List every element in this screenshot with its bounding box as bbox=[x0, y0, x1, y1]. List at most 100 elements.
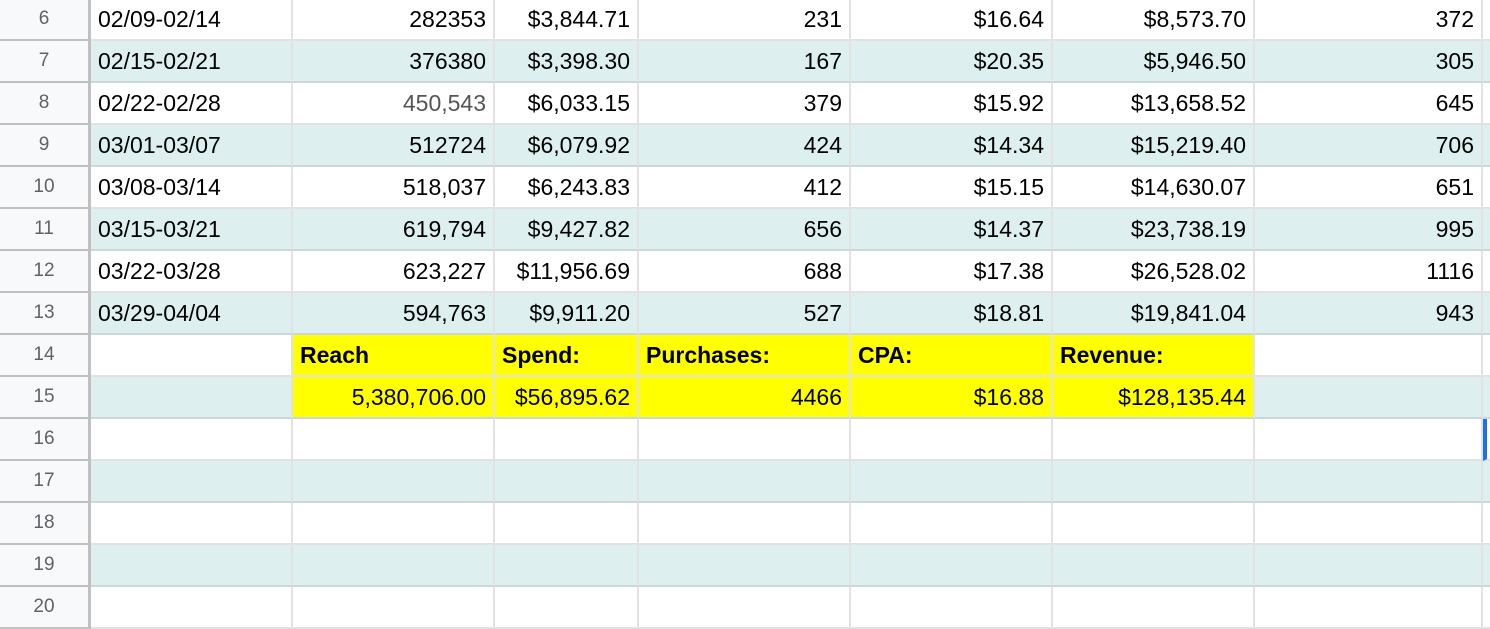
cell[interactable]: 594,763 bbox=[293, 293, 495, 335]
cell[interactable]: $26,528.02 bbox=[1053, 251, 1255, 293]
cell[interactable] bbox=[91, 587, 293, 629]
cell[interactable]: $15,219.40 bbox=[1053, 125, 1255, 167]
cell[interactable] bbox=[1255, 587, 1483, 629]
cell[interactable]: 623,227 bbox=[293, 251, 495, 293]
cell[interactable]: $3,398.30 bbox=[495, 41, 639, 83]
cell[interactable]: Reach bbox=[293, 335, 495, 377]
cell[interactable]: 167 bbox=[639, 41, 851, 83]
cell[interactable]: 943 bbox=[1255, 293, 1483, 335]
row-header[interactable]: 9 bbox=[0, 125, 91, 167]
cell[interactable]: 379 bbox=[639, 83, 851, 125]
cell[interactable]: 424 bbox=[639, 125, 851, 167]
cell[interactable] bbox=[1483, 293, 1490, 335]
cell[interactable]: $23,738.19 bbox=[1053, 209, 1255, 251]
cell[interactable] bbox=[1483, 83, 1490, 125]
cell[interactable]: Purchases: bbox=[639, 335, 851, 377]
row-header[interactable]: 10 bbox=[0, 167, 91, 209]
row-header[interactable]: 20 bbox=[0, 587, 91, 629]
cell[interactable]: 03/22-03/28 bbox=[91, 251, 293, 293]
cell[interactable]: $6,079.92 bbox=[495, 125, 639, 167]
cell[interactable]: $14,630.07 bbox=[1053, 167, 1255, 209]
cell[interactable] bbox=[1483, 125, 1490, 167]
cell[interactable]: Revenue: bbox=[1053, 335, 1255, 377]
cell[interactable]: $18.81 bbox=[851, 293, 1053, 335]
cell[interactable]: $16.64 bbox=[851, 0, 1053, 41]
cell[interactable] bbox=[1053, 461, 1255, 503]
cell[interactable]: $20.35 bbox=[851, 41, 1053, 83]
cell[interactable]: $19,841.04 bbox=[1053, 293, 1255, 335]
cell[interactable] bbox=[639, 503, 851, 545]
cell[interactable] bbox=[495, 461, 639, 503]
cell[interactable]: 527 bbox=[639, 293, 851, 335]
cell[interactable]: 412 bbox=[639, 167, 851, 209]
row-header[interactable]: 8 bbox=[0, 83, 91, 125]
cell[interactable] bbox=[1483, 587, 1490, 629]
cell[interactable] bbox=[851, 545, 1053, 587]
cell[interactable] bbox=[1255, 503, 1483, 545]
cell[interactable] bbox=[639, 419, 851, 461]
cell[interactable] bbox=[293, 461, 495, 503]
cell[interactable]: $9,911.20 bbox=[495, 293, 639, 335]
cell[interactable] bbox=[1053, 545, 1255, 587]
cell[interactable] bbox=[91, 503, 293, 545]
row-header[interactable]: 16 bbox=[0, 419, 91, 461]
cell[interactable]: 372 bbox=[1255, 0, 1483, 41]
row-header[interactable]: 19 bbox=[0, 545, 91, 587]
cell[interactable]: $56,895.62 bbox=[495, 377, 639, 419]
cell[interactable]: 4466 bbox=[639, 377, 851, 419]
cell[interactable]: 5,380,706.00 bbox=[293, 377, 495, 419]
cell[interactable] bbox=[1255, 335, 1483, 377]
cell[interactable]: 688 bbox=[639, 251, 851, 293]
cell[interactable]: 03/29-04/04 bbox=[91, 293, 293, 335]
cell[interactable] bbox=[495, 503, 639, 545]
cell[interactable] bbox=[1483, 0, 1490, 41]
cell[interactable] bbox=[293, 503, 495, 545]
cell[interactable] bbox=[1483, 461, 1490, 503]
cell[interactable]: $128,135.44 bbox=[1053, 377, 1255, 419]
cell[interactable]: 02/09-02/14 bbox=[91, 0, 293, 41]
cell[interactable]: $9,427.82 bbox=[495, 209, 639, 251]
cell[interactable] bbox=[851, 503, 1053, 545]
cell[interactable]: $14.37 bbox=[851, 209, 1053, 251]
selected-cell[interactable] bbox=[1483, 419, 1490, 461]
cell[interactable] bbox=[1483, 41, 1490, 83]
cell[interactable] bbox=[495, 587, 639, 629]
cell[interactable] bbox=[1255, 545, 1483, 587]
cell[interactable]: $15.92 bbox=[851, 83, 1053, 125]
cell[interactable]: 376380 bbox=[293, 41, 495, 83]
cell[interactable]: $11,956.69 bbox=[495, 251, 639, 293]
cell[interactable] bbox=[293, 419, 495, 461]
cell[interactable] bbox=[495, 419, 639, 461]
cell[interactable]: $6,243.83 bbox=[495, 167, 639, 209]
cell[interactable] bbox=[851, 461, 1053, 503]
cell[interactable]: $15.15 bbox=[851, 167, 1053, 209]
cell[interactable]: $16.88 bbox=[851, 377, 1053, 419]
cell[interactable]: Spend: bbox=[495, 335, 639, 377]
cell[interactable]: 02/15-02/21 bbox=[91, 41, 293, 83]
cell[interactable] bbox=[1483, 209, 1490, 251]
cell[interactable] bbox=[91, 335, 293, 377]
cell[interactable] bbox=[639, 545, 851, 587]
cell[interactable]: 282353 bbox=[293, 0, 495, 41]
cell[interactable]: 656 bbox=[639, 209, 851, 251]
cell[interactable] bbox=[91, 545, 293, 587]
cell[interactable]: 02/22-02/28 bbox=[91, 83, 293, 125]
cell[interactable] bbox=[851, 587, 1053, 629]
cell[interactable]: 995 bbox=[1255, 209, 1483, 251]
cell[interactable] bbox=[91, 461, 293, 503]
cell[interactable]: 03/15-03/21 bbox=[91, 209, 293, 251]
cell[interactable]: $6,033.15 bbox=[495, 83, 639, 125]
cell[interactable]: 231 bbox=[639, 0, 851, 41]
cell[interactable] bbox=[1053, 419, 1255, 461]
row-header[interactable]: 14 bbox=[0, 335, 91, 377]
cell[interactable] bbox=[1053, 503, 1255, 545]
cell[interactable] bbox=[293, 545, 495, 587]
cell[interactable] bbox=[293, 587, 495, 629]
cell[interactable] bbox=[495, 545, 639, 587]
cell[interactable]: $17.38 bbox=[851, 251, 1053, 293]
cell[interactable] bbox=[1483, 167, 1490, 209]
cell[interactable]: 645 bbox=[1255, 83, 1483, 125]
row-header[interactable]: 7 bbox=[0, 41, 91, 83]
cell[interactable] bbox=[1483, 503, 1490, 545]
cell[interactable]: 651 bbox=[1255, 167, 1483, 209]
